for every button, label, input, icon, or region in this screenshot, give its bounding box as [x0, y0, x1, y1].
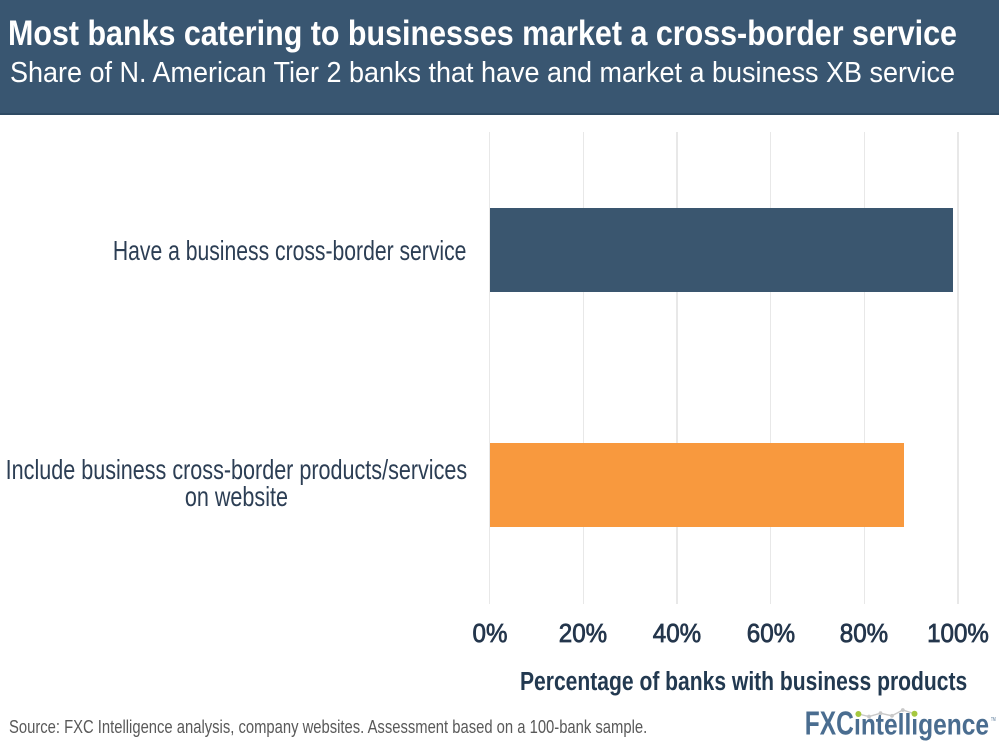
svg-text:FXC: FXC [805, 705, 854, 742]
svg-text:TM: TM [991, 717, 996, 723]
svg-text:ıntellıgence: ıntellıgence [854, 709, 989, 742]
